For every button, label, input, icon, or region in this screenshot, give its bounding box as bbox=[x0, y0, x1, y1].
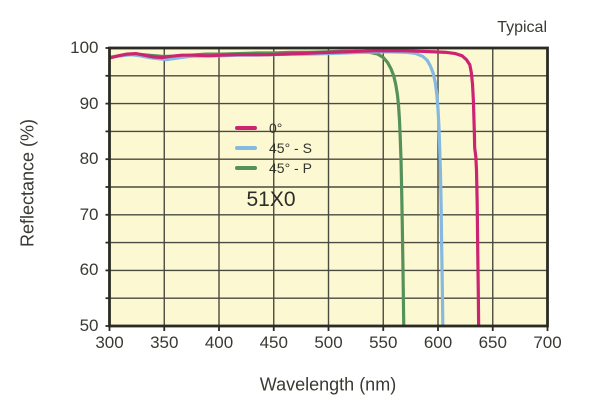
plot-border bbox=[108, 46, 549, 328]
x-tick-label: 650 bbox=[478, 333, 507, 352]
x-tick-label: 450 bbox=[259, 333, 288, 352]
y-tick-label: 60 bbox=[79, 260, 99, 280]
legend-row: 45° - S bbox=[235, 140, 312, 156]
gridlines bbox=[109, 48, 548, 326]
y-tick-label: 80 bbox=[79, 149, 99, 169]
legend-label: 45° - S bbox=[269, 140, 312, 156]
legend-label: 0° bbox=[269, 120, 283, 136]
data-series bbox=[109, 49, 481, 326]
x-tick-label: 350 bbox=[150, 333, 179, 352]
legend-swatch-icon bbox=[235, 166, 257, 170]
x-tick-label: 550 bbox=[369, 333, 398, 352]
product-code-label: 51X0 bbox=[246, 188, 296, 211]
x-tick-label: 400 bbox=[204, 333, 234, 352]
legend: 0° 45° - S 45° - P bbox=[235, 120, 312, 182]
legend-label: 45° - P bbox=[269, 160, 312, 176]
y-tick-label: 100 bbox=[70, 38, 99, 57]
x-tick-label: 500 bbox=[314, 333, 343, 352]
x-tick-label: 300 bbox=[95, 333, 124, 352]
x-tick-label: 600 bbox=[423, 333, 453, 352]
legend-row: 0° bbox=[235, 120, 312, 136]
series-line-0- bbox=[109, 49, 481, 326]
y-tick-label: 50 bbox=[79, 316, 99, 335]
y-tick-label: 70 bbox=[79, 204, 99, 224]
y-axis-title: Reflectance (%) bbox=[17, 118, 38, 248]
typical-label: Typical bbox=[497, 19, 547, 36]
legend-swatch-icon bbox=[235, 146, 257, 150]
x-tick-label: 700 bbox=[533, 333, 562, 352]
x-axis-title: Wavelength (nm) bbox=[259, 374, 397, 395]
legend-swatch-icon bbox=[235, 126, 257, 130]
legend-row: 45° - P bbox=[235, 160, 312, 176]
y-tick-label: 90 bbox=[79, 93, 99, 113]
